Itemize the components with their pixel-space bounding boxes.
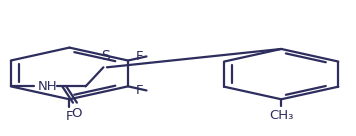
Text: F: F — [136, 50, 144, 63]
Text: S: S — [101, 49, 110, 63]
Text: NH: NH — [37, 80, 57, 93]
Text: F: F — [66, 110, 73, 123]
Text: CH₃: CH₃ — [269, 109, 293, 122]
Text: O: O — [72, 107, 82, 120]
Text: F: F — [136, 84, 144, 97]
